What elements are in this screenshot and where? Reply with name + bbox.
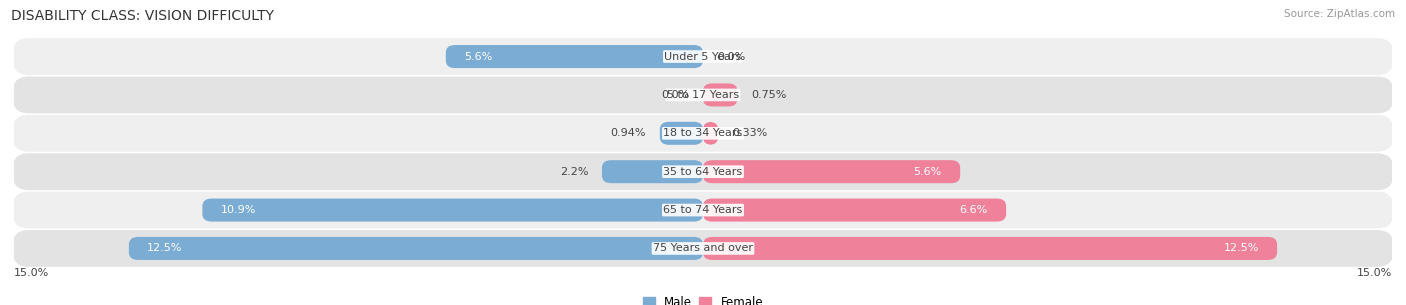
Legend: Male, Female: Male, Female bbox=[638, 291, 768, 305]
Text: DISABILITY CLASS: VISION DIFFICULTY: DISABILITY CLASS: VISION DIFFICULTY bbox=[11, 9, 274, 23]
Text: 5.6%: 5.6% bbox=[914, 167, 942, 177]
Text: 0.75%: 0.75% bbox=[751, 90, 786, 100]
Text: 75 Years and over: 75 Years and over bbox=[652, 243, 754, 253]
FancyBboxPatch shape bbox=[602, 160, 703, 183]
FancyBboxPatch shape bbox=[13, 38, 1393, 75]
Text: Source: ZipAtlas.com: Source: ZipAtlas.com bbox=[1284, 9, 1395, 19]
FancyBboxPatch shape bbox=[703, 237, 1277, 260]
Text: 18 to 34 Years: 18 to 34 Years bbox=[664, 128, 742, 138]
Text: 65 to 74 Years: 65 to 74 Years bbox=[664, 205, 742, 215]
Text: 5 to 17 Years: 5 to 17 Years bbox=[666, 90, 740, 100]
FancyBboxPatch shape bbox=[703, 84, 738, 106]
FancyBboxPatch shape bbox=[446, 45, 703, 68]
Text: 0.33%: 0.33% bbox=[733, 128, 768, 138]
Text: 0.94%: 0.94% bbox=[610, 128, 645, 138]
FancyBboxPatch shape bbox=[659, 122, 703, 145]
FancyBboxPatch shape bbox=[13, 230, 1393, 267]
Text: 0.0%: 0.0% bbox=[661, 90, 689, 100]
Text: 15.0%: 15.0% bbox=[1357, 268, 1392, 278]
FancyBboxPatch shape bbox=[703, 199, 1007, 221]
Text: 5.6%: 5.6% bbox=[464, 52, 492, 62]
Text: 0.0%: 0.0% bbox=[717, 52, 745, 62]
FancyBboxPatch shape bbox=[202, 199, 703, 221]
FancyBboxPatch shape bbox=[703, 122, 718, 145]
Text: 12.5%: 12.5% bbox=[148, 243, 183, 253]
Text: 12.5%: 12.5% bbox=[1223, 243, 1258, 253]
FancyBboxPatch shape bbox=[13, 77, 1393, 113]
FancyBboxPatch shape bbox=[13, 153, 1393, 190]
Text: 10.9%: 10.9% bbox=[221, 205, 256, 215]
Text: 35 to 64 Years: 35 to 64 Years bbox=[664, 167, 742, 177]
Text: Under 5 Years: Under 5 Years bbox=[665, 52, 741, 62]
FancyBboxPatch shape bbox=[13, 192, 1393, 228]
Text: 15.0%: 15.0% bbox=[14, 268, 49, 278]
Text: 2.2%: 2.2% bbox=[560, 167, 588, 177]
Text: 6.6%: 6.6% bbox=[959, 205, 988, 215]
FancyBboxPatch shape bbox=[13, 115, 1393, 152]
FancyBboxPatch shape bbox=[129, 237, 703, 260]
FancyBboxPatch shape bbox=[703, 160, 960, 183]
